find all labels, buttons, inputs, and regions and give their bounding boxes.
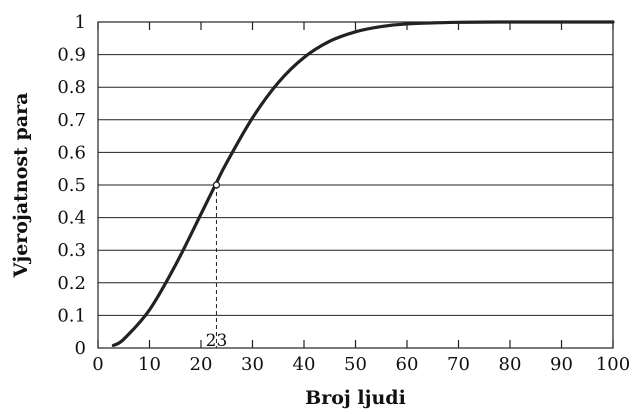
- x-tick-label: 20: [190, 354, 213, 375]
- x-tick-label: 90: [550, 354, 573, 375]
- x-tick-label: 50: [344, 354, 367, 375]
- x-tick-label: 40: [293, 354, 316, 375]
- y-axis-title: Vjerojatnost para: [10, 93, 32, 279]
- y-tick-label: 0.6: [57, 142, 86, 163]
- annotation-marker: [212, 181, 221, 189]
- x-tick-label: 30: [241, 354, 264, 375]
- x-tick-label: 0: [92, 354, 103, 375]
- x-axis-ticks: 0 10 20 30 40 50 60 70 80 90 100: [92, 22, 630, 375]
- y-tick-label: 0.8: [57, 77, 86, 98]
- y-tick-label: 0.1: [57, 305, 86, 326]
- y-tick-label: 0.4: [57, 208, 86, 229]
- y-tick-label: 0: [75, 338, 86, 359]
- y-tick-label: 0.9: [57, 45, 86, 66]
- y-tick-label: 0.5: [57, 175, 86, 196]
- guide-lines: [98, 184, 217, 348]
- y-axis-ticks: 0 0.1 0.2 0.3 0.4 0.5 0.6 0.7 0.8 0.9 1: [57, 12, 86, 359]
- y-tick-label: 0.2: [57, 273, 86, 294]
- x-tick-label: 60: [396, 354, 419, 375]
- y-tick-label: 0.7: [57, 110, 86, 131]
- x-tick-label: 10: [138, 354, 161, 375]
- series-layer: [111, 20, 615, 347]
- series-line: [111, 20, 615, 347]
- annotation-label: 23: [206, 331, 228, 351]
- y-tick-label: 1: [75, 12, 86, 33]
- x-tick-label: 100: [596, 354, 630, 375]
- x-tick-label: 70: [447, 354, 470, 375]
- x-tick-label: 80: [499, 354, 522, 375]
- y-tick-label: 0.3: [57, 240, 86, 261]
- annotation: 23: [206, 181, 228, 351]
- x-axis-title: Broj ljudi: [305, 387, 406, 409]
